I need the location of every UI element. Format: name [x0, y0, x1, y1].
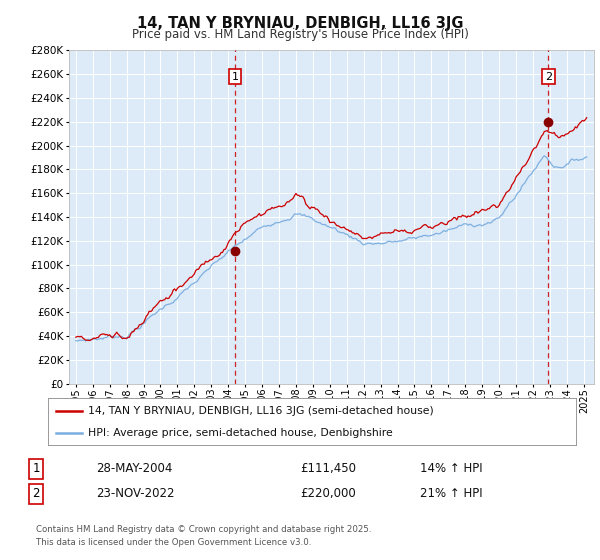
Text: 2: 2 — [545, 72, 552, 82]
Text: 28-MAY-2004: 28-MAY-2004 — [96, 462, 172, 475]
Text: 21% ↑ HPI: 21% ↑ HPI — [420, 487, 482, 501]
Text: Contains HM Land Registry data © Crown copyright and database right 2025.
This d: Contains HM Land Registry data © Crown c… — [36, 525, 371, 547]
Text: Price paid vs. HM Land Registry's House Price Index (HPI): Price paid vs. HM Land Registry's House … — [131, 28, 469, 41]
Text: 1: 1 — [32, 462, 40, 475]
Text: 2: 2 — [32, 487, 40, 501]
Text: 1: 1 — [232, 72, 238, 82]
Text: £111,450: £111,450 — [300, 462, 356, 475]
Text: HPI: Average price, semi-detached house, Denbighshire: HPI: Average price, semi-detached house,… — [88, 428, 392, 438]
Text: £220,000: £220,000 — [300, 487, 356, 501]
Text: 14% ↑ HPI: 14% ↑ HPI — [420, 462, 482, 475]
Text: 14, TAN Y BRYNIAU, DENBIGH, LL16 3JG: 14, TAN Y BRYNIAU, DENBIGH, LL16 3JG — [137, 16, 463, 31]
Text: 14, TAN Y BRYNIAU, DENBIGH, LL16 3JG (semi-detached house): 14, TAN Y BRYNIAU, DENBIGH, LL16 3JG (se… — [88, 406, 433, 416]
Text: 23-NOV-2022: 23-NOV-2022 — [96, 487, 175, 501]
